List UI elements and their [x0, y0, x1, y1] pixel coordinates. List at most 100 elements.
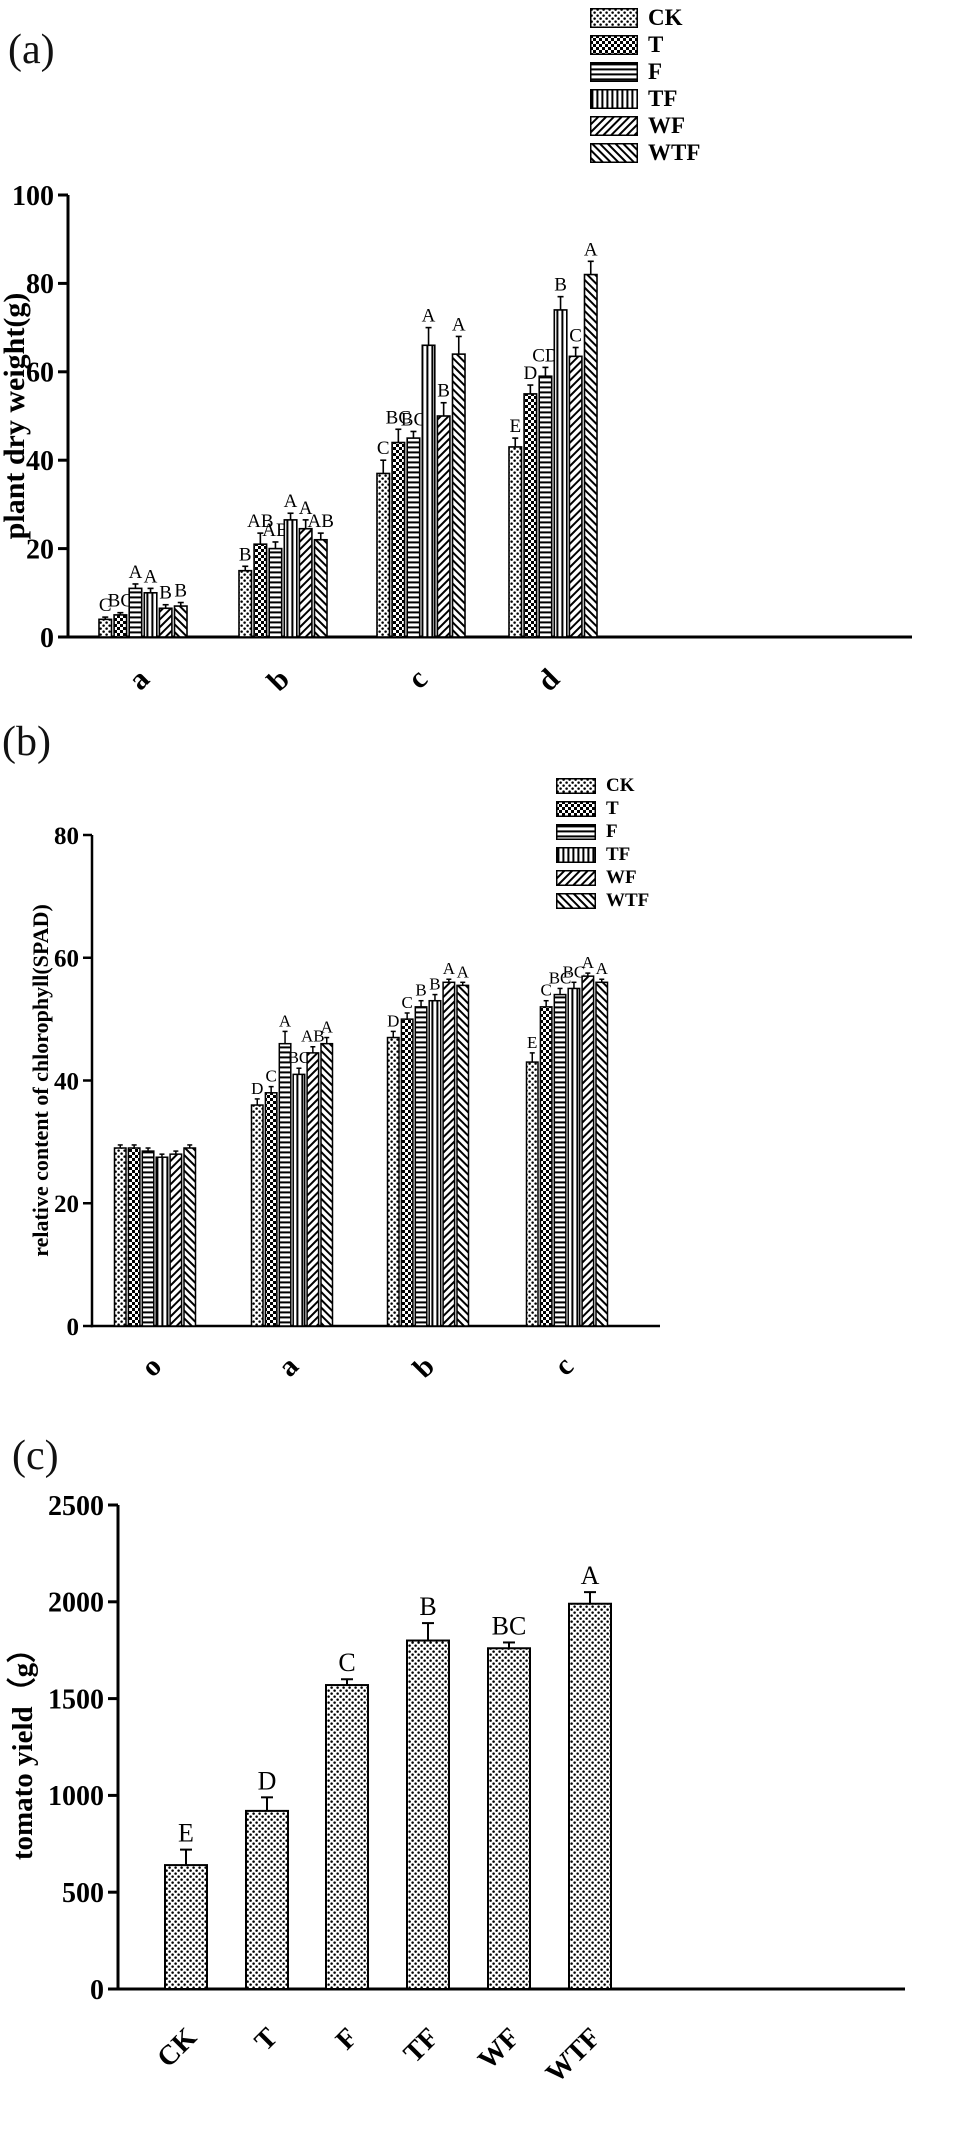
sig-letter: CD [532, 345, 558, 366]
legend-item-TF: TF [556, 845, 649, 864]
bar-WF-b [298, 527, 313, 638]
sig-letter: C [338, 1648, 355, 1677]
sig-letter: C [401, 993, 412, 1012]
bar-TF-c [567, 987, 581, 1327]
legend-swatch-dots-icon [556, 777, 596, 794]
bar-yield-TF [406, 1639, 450, 1991]
y-tick-label-b: 60 [54, 946, 79, 973]
legend-label-F: F [648, 59, 663, 84]
bar-T-c [391, 441, 406, 638]
sig-letter: AB [301, 1027, 325, 1046]
sig-letter: BC [563, 962, 586, 981]
bar-T-d [523, 393, 538, 638]
sig-letter: BC [549, 968, 572, 987]
sig-letter: BC [492, 1611, 527, 1640]
legend-swatch-diag_down-icon [590, 142, 638, 163]
bar-WTF-c [595, 981, 609, 1327]
sig-letter: B [554, 275, 567, 296]
y-axis-title-c: tomato yield（g） [6, 1634, 39, 1860]
bar-T-a [264, 1092, 278, 1327]
legend-label-CK: CK [606, 775, 635, 796]
bar-T-c [539, 1006, 553, 1327]
y-tick-label-c: 0 [90, 1975, 104, 2006]
x-category-label-a-a: a [122, 663, 156, 697]
bar-F-b [414, 1006, 428, 1327]
bar-T-o [127, 1147, 141, 1327]
y-tick-label-c: 1500 [48, 1684, 104, 1715]
y-tick-label-a: 20 [26, 534, 54, 565]
sig-letter: A [581, 1561, 600, 1590]
y-tick-label-a: 40 [26, 446, 54, 477]
bar-TF-a [292, 1073, 306, 1327]
y-tick-label-c: 500 [62, 1878, 104, 1909]
y-tick-label-c: 2000 [48, 1588, 104, 1619]
bar-WTF-d [583, 273, 598, 638]
bar-F-o [141, 1150, 155, 1327]
bar-CK-c [525, 1061, 539, 1327]
y-tick-label-b: 40 [54, 1068, 79, 1095]
bar-WF-c [581, 975, 595, 1327]
legend-item-TF: TF [590, 87, 700, 110]
sig-letter: A [452, 314, 466, 335]
sig-letter: AB [247, 511, 273, 532]
legend-item-F: F [590, 60, 700, 83]
bar-F-a [278, 1042, 292, 1327]
y-tick-label-c: 1000 [48, 1781, 104, 1812]
legend-swatch-vlines-icon [556, 846, 596, 863]
sig-letter: A [321, 1018, 334, 1037]
sig-letter: A [584, 239, 598, 260]
y-tick-label-b: 0 [67, 1314, 80, 1341]
sig-letter: A [279, 1011, 292, 1030]
panel-label-b: (b) [2, 719, 51, 765]
legend-swatch-diag_up-icon [556, 869, 596, 886]
legend-label-WF: WF [606, 867, 637, 888]
legend-panel-a: CK T F TF WF WTF [590, 6, 700, 164]
bar-F-a [128, 587, 143, 638]
legend-label-WF: WF [648, 113, 686, 138]
x-category-label-b-b: b [407, 1350, 441, 1384]
legend-item-CK: CK [590, 6, 700, 29]
x-category-label-b-a: a [272, 1350, 305, 1383]
bar-CK-b [238, 569, 253, 638]
sig-letter: C [569, 325, 582, 346]
bar-TF-b [428, 999, 442, 1327]
legend-label-CK: CK [648, 5, 683, 30]
legend-swatch-checker-icon [556, 800, 596, 817]
bar-F-b [268, 547, 283, 638]
legend-swatch-checker-icon [590, 34, 638, 55]
legend-panel-b: CK T F TF WF WTF [556, 776, 649, 910]
y-axis-title-b: relative content of chlorophyll(SPAD) [28, 904, 53, 1257]
sig-letter: A [596, 959, 609, 978]
bar-T-b [400, 1018, 414, 1327]
y-tick-label-b: 20 [54, 1191, 79, 1218]
legend-swatch-dots-icon [590, 7, 638, 28]
bar-T-b [253, 543, 268, 638]
sig-letter: B [239, 544, 252, 565]
y-axis-title-a: plant dry weight(g) [0, 293, 31, 540]
sig-letter: E [509, 416, 521, 437]
y-tick-label-c: 2500 [48, 1491, 104, 1522]
legend-item-WF: WF [590, 114, 700, 137]
x-category-label-a-c: c [401, 663, 434, 696]
sig-letter: D [251, 1079, 263, 1098]
sig-letter: B [429, 975, 440, 994]
sig-letter: C [99, 595, 112, 616]
bar-T-a [113, 614, 128, 638]
sig-letter: A [443, 959, 456, 978]
sig-letter: BC [288, 1048, 311, 1067]
legend-label-TF: TF [648, 86, 678, 111]
sig-letter: D [258, 1766, 277, 1795]
bar-CK-a [98, 618, 113, 638]
sig-letter: A [284, 491, 298, 512]
y-tick-label-a: 100 [12, 181, 54, 212]
sig-letter: D [387, 1011, 399, 1030]
bar-CK-b [386, 1036, 400, 1327]
sig-letter: A [457, 962, 470, 981]
bar-TF-d [553, 309, 568, 638]
legend-item-WF: WF [556, 868, 649, 887]
sig-letter: C [540, 981, 551, 1000]
bar-WF-b [442, 981, 456, 1327]
bar-WF-a [306, 1052, 320, 1327]
